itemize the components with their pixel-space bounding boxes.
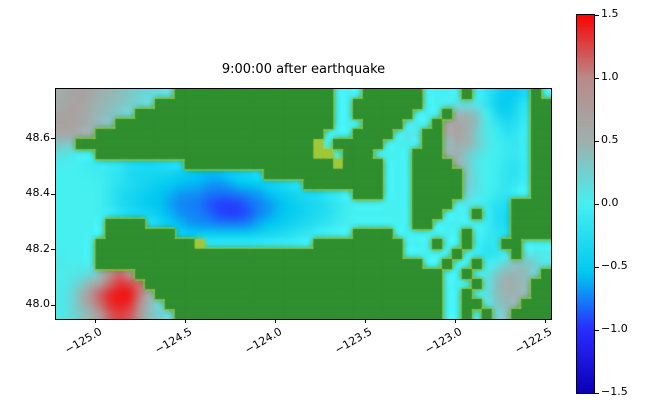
x-tick-label: −123.5 bbox=[332, 325, 375, 357]
y-tick-mark bbox=[51, 304, 55, 306]
colorbar-tick-label: −1.0 bbox=[601, 322, 628, 335]
chart-title: 9:00:00 after earthquake bbox=[221, 62, 386, 77]
x-tick-mark bbox=[95, 319, 97, 323]
colorbar-tick-mark bbox=[595, 203, 599, 205]
colorbar-tick-label: 0.0 bbox=[601, 196, 619, 209]
x-tick-label: −124.5 bbox=[152, 325, 195, 357]
colorbar-canvas bbox=[577, 15, 594, 393]
y-tick-mark bbox=[51, 193, 55, 195]
colorbar-tick-label: −1.5 bbox=[601, 385, 628, 398]
x-tick-label: −124.0 bbox=[242, 325, 285, 357]
x-tick-label: −123.0 bbox=[422, 325, 465, 357]
x-tick-mark bbox=[365, 319, 367, 323]
map-canvas bbox=[56, 89, 551, 319]
x-tick-label: −122.5 bbox=[512, 325, 555, 357]
y-tick-label: 48.6 bbox=[25, 130, 51, 144]
x-tick-mark bbox=[185, 319, 187, 323]
colorbar-tick-mark bbox=[595, 140, 599, 142]
y-tick-label: 48.0 bbox=[25, 297, 51, 311]
x-tick-label: −125.0 bbox=[62, 325, 105, 357]
map-plot-area bbox=[55, 88, 552, 320]
colorbar bbox=[576, 14, 595, 394]
y-tick-mark bbox=[51, 138, 55, 140]
x-tick-mark bbox=[545, 319, 547, 323]
x-tick-mark bbox=[275, 319, 277, 323]
colorbar-tick-mark bbox=[595, 77, 599, 79]
colorbar-tick-label: 0.5 bbox=[601, 133, 619, 146]
x-tick-mark bbox=[455, 319, 457, 323]
y-tick-label: 48.4 bbox=[25, 186, 51, 200]
colorbar-tick-mark bbox=[595, 329, 599, 331]
y-tick-mark bbox=[51, 249, 55, 251]
colorbar-tick-label: −0.5 bbox=[601, 259, 628, 272]
colorbar-tick-mark bbox=[595, 14, 599, 16]
colorbar-tick-mark bbox=[595, 266, 599, 268]
colorbar-tick-label: 1.0 bbox=[601, 70, 619, 83]
colorbar-tick-label: 1.5 bbox=[601, 7, 619, 20]
colorbar-tick-mark bbox=[595, 392, 599, 394]
y-tick-label: 48.2 bbox=[25, 241, 51, 255]
